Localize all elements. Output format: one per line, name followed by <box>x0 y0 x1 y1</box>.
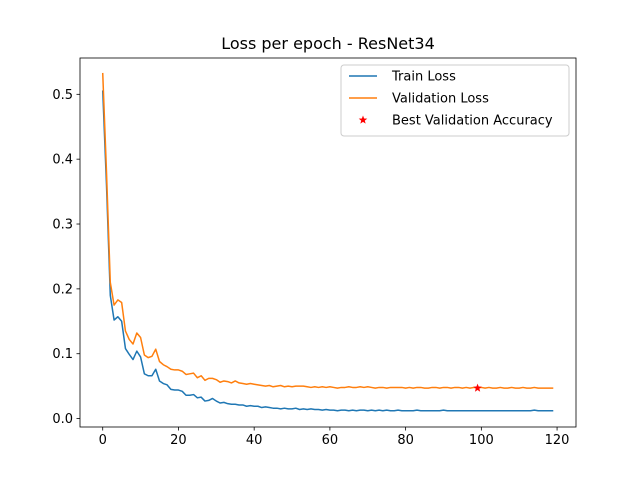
best-accuracy-marker <box>473 383 482 392</box>
legend-label-1: Train Loss <box>391 70 456 85</box>
legend: Train Loss Validation Loss Best Validation… <box>340 64 570 137</box>
x-tick-label: 80 <box>397 433 414 448</box>
x-tick-label: 20 <box>170 433 187 448</box>
axes-frame <box>79 57 577 428</box>
y-tick-label: 0.3 <box>52 218 73 233</box>
legend-label-2: Validation Loss <box>392 92 489 107</box>
y-tick-label: 0.1 <box>52 347 73 362</box>
y-axis: 0.0 0.1 0.2 0.3 0.4 0.5 <box>52 88 80 427</box>
x-tick-label: 120 <box>545 433 570 448</box>
legend-swatch-3 <box>358 115 368 124</box>
series-line-1 <box>101 90 554 412</box>
y-tick-label: 0.4 <box>52 153 73 168</box>
x-tick-label: 100 <box>469 433 494 448</box>
x-tick-label: 40 <box>246 433 263 448</box>
y-tick-label: 0.0 <box>52 412 73 427</box>
chart-title: Loss per epoch - ResNet34 <box>221 34 435 53</box>
plot-area <box>79 57 577 428</box>
legend-label-3: Best Validation Accuracy <box>392 114 553 129</box>
legend-box <box>340 64 570 137</box>
x-tick-label: 60 <box>322 433 339 448</box>
x-axis: 0 20 40 60 80 100 120 <box>99 427 570 448</box>
y-tick-label: 0.5 <box>52 88 73 103</box>
x-tick-label: 0 <box>99 433 107 448</box>
y-tick-label: 0.2 <box>52 282 73 297</box>
